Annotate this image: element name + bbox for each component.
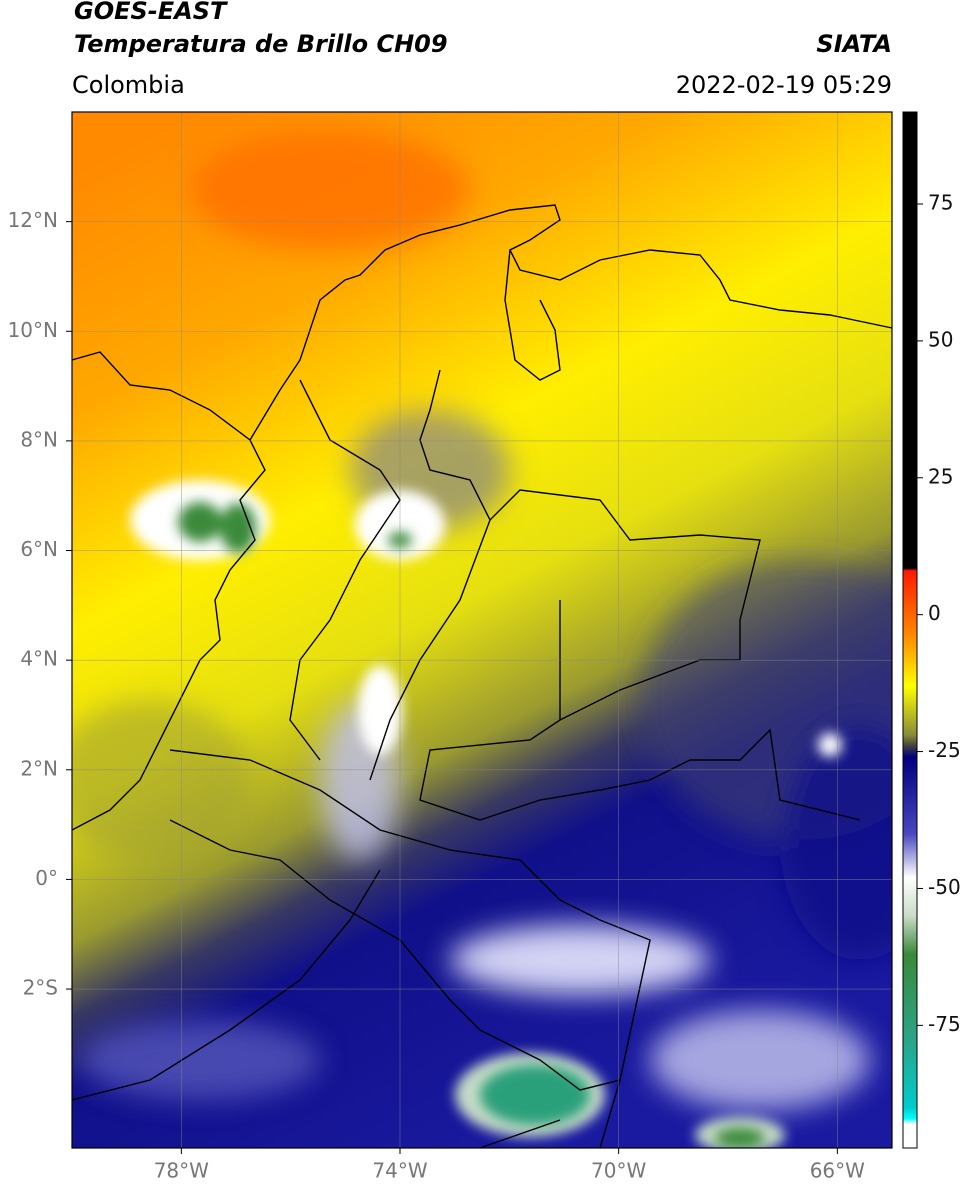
- colorbar: [902, 111, 918, 1149]
- satellite-image: [72, 112, 892, 1148]
- x-tick-label: 70°W: [591, 1159, 646, 1183]
- x-tick-label: 66°W: [810, 1159, 865, 1183]
- y-tick-label: 8°N: [20, 427, 58, 451]
- title: GOES-EAST: [74, 0, 228, 25]
- y-tick-label: 10°N: [8, 318, 58, 342]
- region: Colombia: [72, 71, 185, 99]
- colorbar-tick-label: 0: [928, 601, 941, 625]
- colorbar-tick-label: -75: [928, 1012, 961, 1036]
- colorbar-tick-label: 25: [928, 464, 953, 488]
- y-tick-label: 2°N: [20, 756, 58, 780]
- timestamp: 2022-02-19 05:29: [676, 71, 892, 99]
- x-tick-label: 78°W: [154, 1159, 209, 1183]
- y-tick-label: 6°N: [20, 537, 58, 561]
- colorbar-tick-label: 50: [928, 327, 953, 351]
- y-tick-label: 0°: [35, 866, 58, 890]
- subtitle: Temperatura de Brillo CH09: [74, 30, 448, 58]
- y-tick-label: 2°S: [23, 976, 58, 1000]
- y-tick-label: 12°N: [8, 208, 58, 232]
- colorbar-tick-label: 75: [928, 190, 953, 214]
- colorbar-tick-label: -50: [928, 875, 961, 899]
- map-frame: [71, 111, 893, 1149]
- source: SIATA: [816, 30, 892, 58]
- y-tick-label: 4°N: [20, 647, 58, 671]
- x-tick-label: 74°W: [372, 1159, 427, 1183]
- colorbar-tick-label: -25: [928, 738, 961, 762]
